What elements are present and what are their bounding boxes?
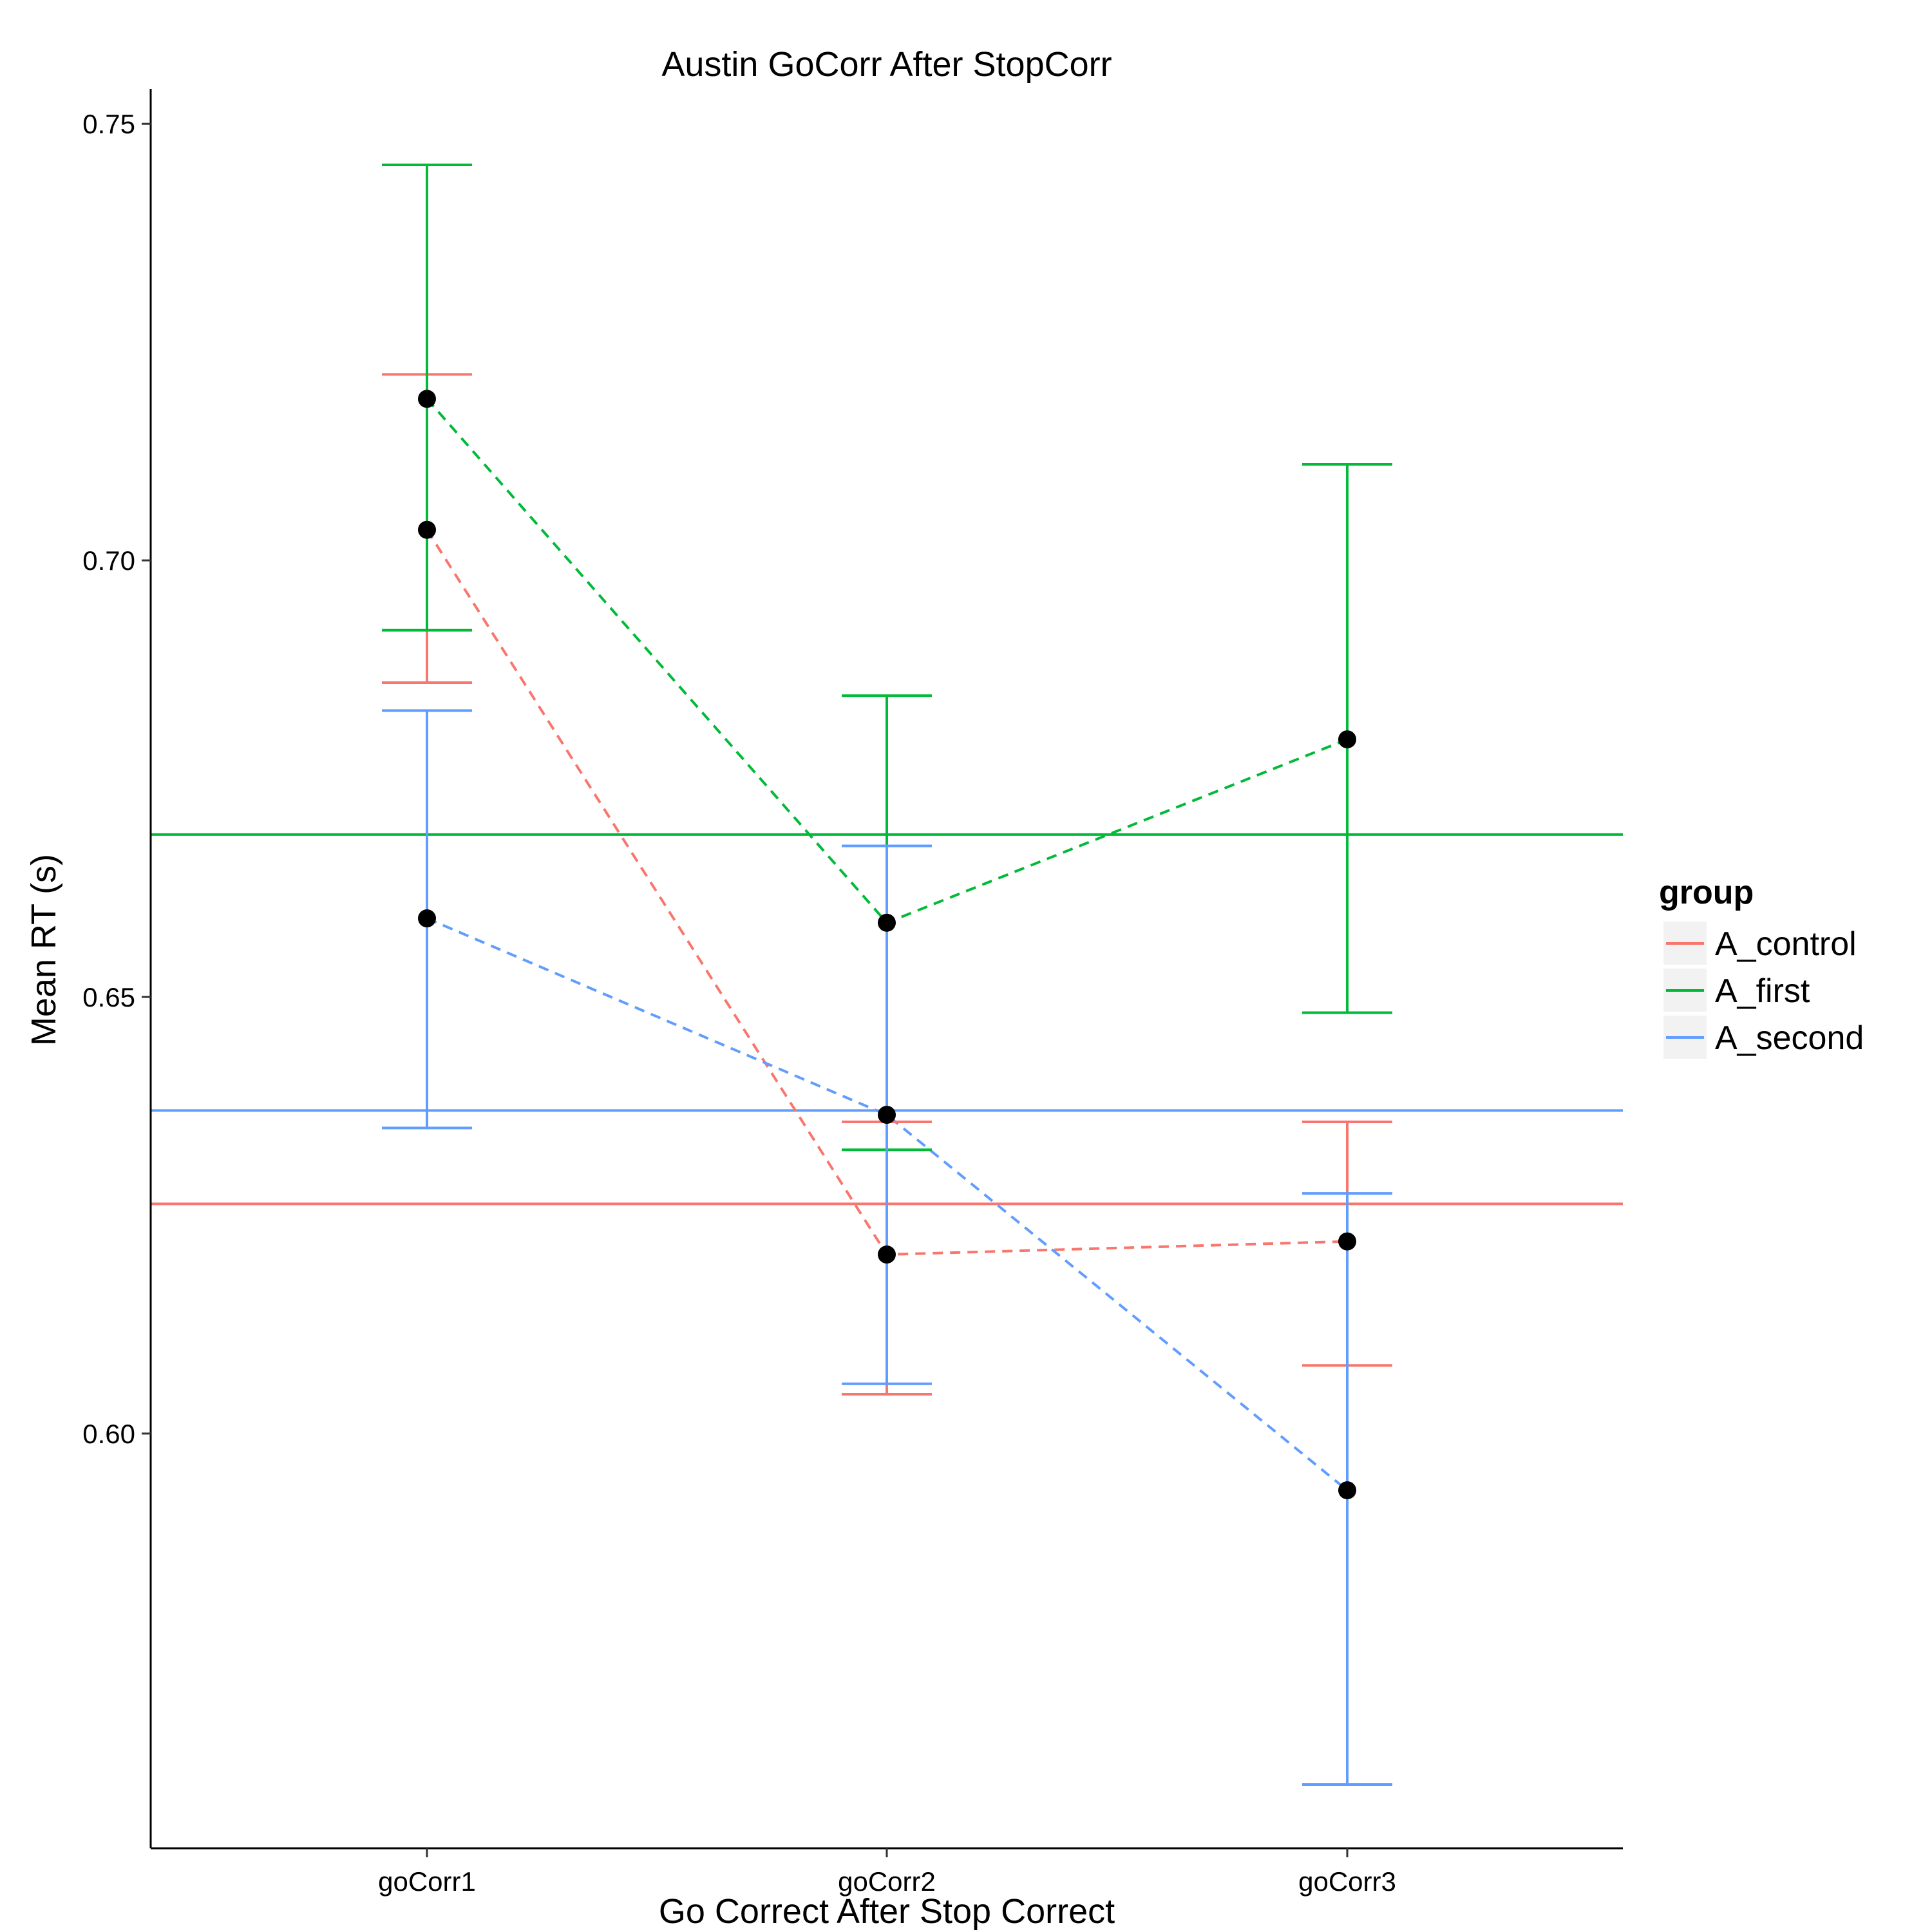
legend-item: A_second <box>1663 1016 1864 1059</box>
chart-title: Austin GoCorr After StopCorr <box>661 45 1112 84</box>
data-point <box>878 913 896 932</box>
x-tick-label: goCorr1 <box>378 1866 476 1897</box>
legend-items: A_control A_first A_second <box>1663 922 1864 1059</box>
legend-item: A_first <box>1663 969 1810 1012</box>
legend-title: group <box>1659 874 1754 911</box>
data-point <box>418 390 436 408</box>
data-point <box>418 909 436 928</box>
x-tick-label: goCorr2 <box>838 1866 936 1897</box>
data-point <box>1338 1232 1356 1251</box>
y-tick-label: 0.70 <box>82 545 135 576</box>
error-bars <box>382 163 1392 1786</box>
data-point <box>878 1106 896 1124</box>
data-point <box>418 520 436 539</box>
legend: group A_control A_first A_second <box>1659 874 1864 1059</box>
y-tick-label: 0.75 <box>82 109 135 139</box>
y-tick-label: 0.60 <box>82 1419 135 1449</box>
legend-label: A_second <box>1715 1019 1864 1057</box>
y-axis-title: Mean RT (s) <box>24 854 63 1046</box>
legend-item: A_control <box>1663 922 1857 965</box>
legend-label: A_control <box>1715 925 1857 963</box>
data-point <box>878 1245 896 1264</box>
x-tick-label: goCorr3 <box>1298 1866 1396 1897</box>
x-axis-title: Go Correct After Stop Correct <box>659 1892 1115 1931</box>
series-line <box>426 917 1349 1492</box>
data-point <box>1338 1481 1356 1500</box>
y-tick-label: 0.65 <box>82 982 135 1012</box>
data-points <box>418 390 1356 1500</box>
ticks: 0.60 0.65 0.70 0.75 goCorr1 goCorr2 goCorr3 <box>82 109 1396 1897</box>
data-point <box>1338 730 1356 749</box>
legend-label: A_first <box>1715 972 1810 1010</box>
